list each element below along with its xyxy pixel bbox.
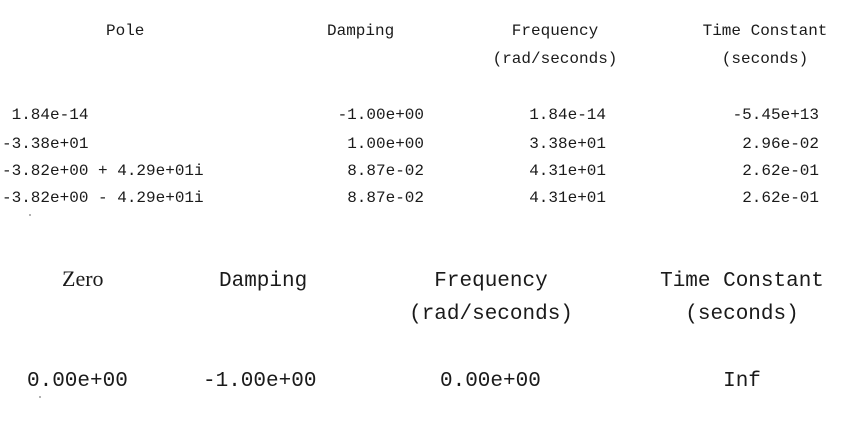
pole-header: Pole — [106, 22, 145, 40]
stray-mark — [29, 214, 31, 216]
time-constant-header: Time Constant — [702, 22, 828, 40]
pole-value: -3.38e+01 — [2, 135, 89, 153]
time-constant-value: 2.96e-02 — [742, 135, 819, 153]
frequency-unit-header: (rad/seconds) — [492, 50, 618, 68]
frequency-header: Frequency — [511, 22, 599, 40]
stray-mark — [39, 396, 41, 398]
frequency-value: 4.31e+01 — [529, 162, 606, 180]
frequency-value: 3.38e+01 — [529, 135, 606, 153]
pole-value: -3.82e+00 + 4.29e+01i — [2, 162, 204, 180]
time-constant-value: Inf — [723, 370, 761, 393]
frequency-value: 0.00e+00 — [440, 370, 541, 393]
damping-value: -1.00e+00 — [337, 106, 424, 124]
time-constant-value: 2.62e-01 — [742, 189, 819, 207]
frequency-unit-header: (rad/seconds) — [409, 303, 573, 326]
time-constant-value: -5.45e+13 — [732, 106, 819, 124]
damping-value: 1.00e+00 — [347, 135, 424, 153]
time-constant-header: Time Constant — [660, 270, 824, 293]
damping-value: 8.87e-02 — [347, 162, 424, 180]
damping-value: -1.00e+00 — [203, 370, 317, 393]
pole-value: -3.82e+00 - 4.29e+01i — [2, 189, 204, 207]
pole-value: 1.84e-14 — [2, 106, 89, 124]
time-constant-unit-header: (seconds) — [721, 50, 809, 68]
frequency-header: Frequency — [434, 270, 548, 293]
zero-value: 0.00e+00 — [27, 370, 128, 393]
damping-value: 8.87e-02 — [347, 189, 424, 207]
frequency-value: 4.31e+01 — [529, 189, 606, 207]
zero-header: Zero — [62, 266, 104, 291]
time-constant-value: 2.62e-01 — [742, 162, 819, 180]
damping-header: Damping — [327, 22, 395, 40]
time-constant-unit-header: (seconds) — [685, 303, 799, 326]
frequency-value: 1.84e-14 — [529, 106, 606, 124]
damping-header: Damping — [219, 270, 308, 293]
